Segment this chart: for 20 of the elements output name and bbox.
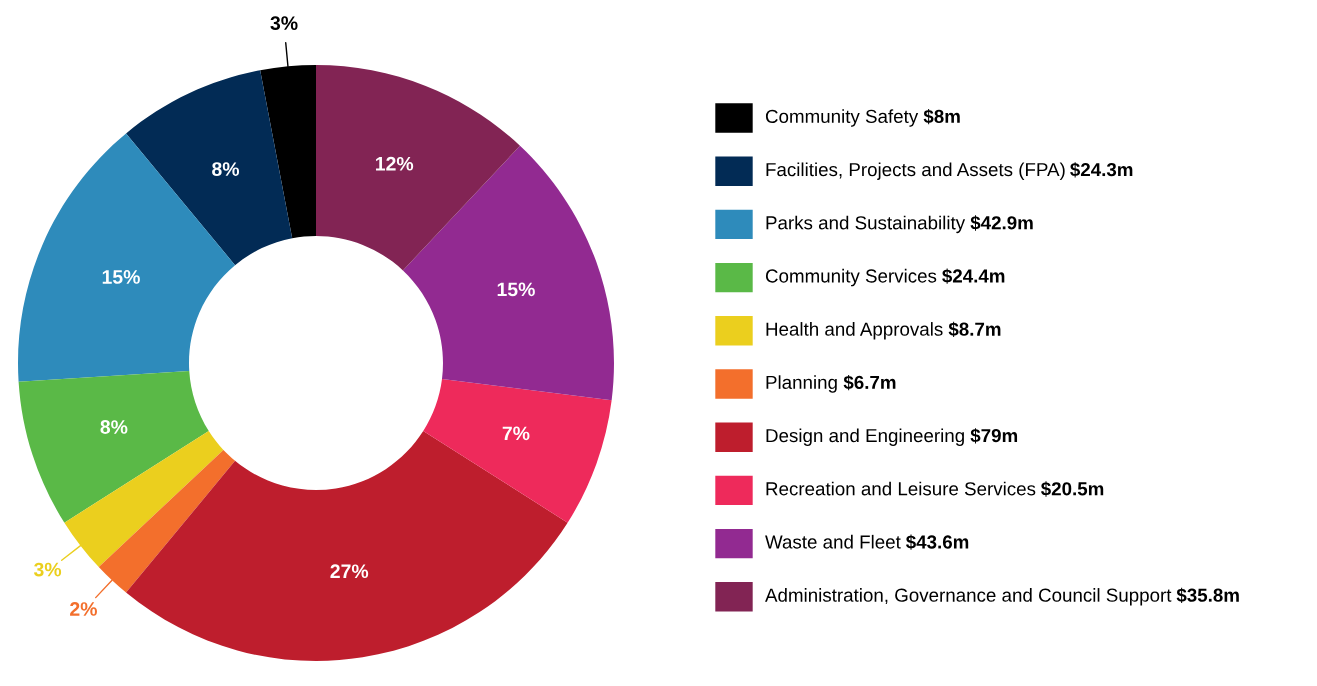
legend-label: Planning $6.7m (766, 374, 896, 393)
data-label: 15% (497, 282, 535, 297)
legend-label: Community Services $24.4m (765, 268, 1005, 287)
legend-label: Health and Approvals $8.7m (766, 321, 1001, 340)
data-label: 8% (212, 162, 240, 176)
legend-label: Waste and Fleet $43.6m (765, 534, 969, 550)
legend-label: Facilities, Projects and Assets (FPA) $24.3m (766, 162, 1133, 180)
data-label: 12% (375, 156, 414, 171)
legend-label: Community Safety $8m (765, 108, 960, 127)
legend-label: Design and Engineering $79m (766, 428, 1018, 446)
data-label: 8% (100, 420, 128, 434)
data-label: 15% (102, 270, 140, 284)
data-label: 7% (502, 426, 530, 441)
data-label: 3% (270, 16, 298, 31)
data-label: 27% (330, 564, 369, 579)
legend-label: Administration, Governance and Council Support $35.8m (765, 587, 1239, 606)
data-label: 2% (70, 602, 97, 616)
legend-label: Parks and Sustainability $42.9m (766, 215, 1033, 234)
legend-label: Recreation and Leisure Services $20.5m (766, 481, 1104, 497)
data-label: 3% (33, 562, 62, 577)
